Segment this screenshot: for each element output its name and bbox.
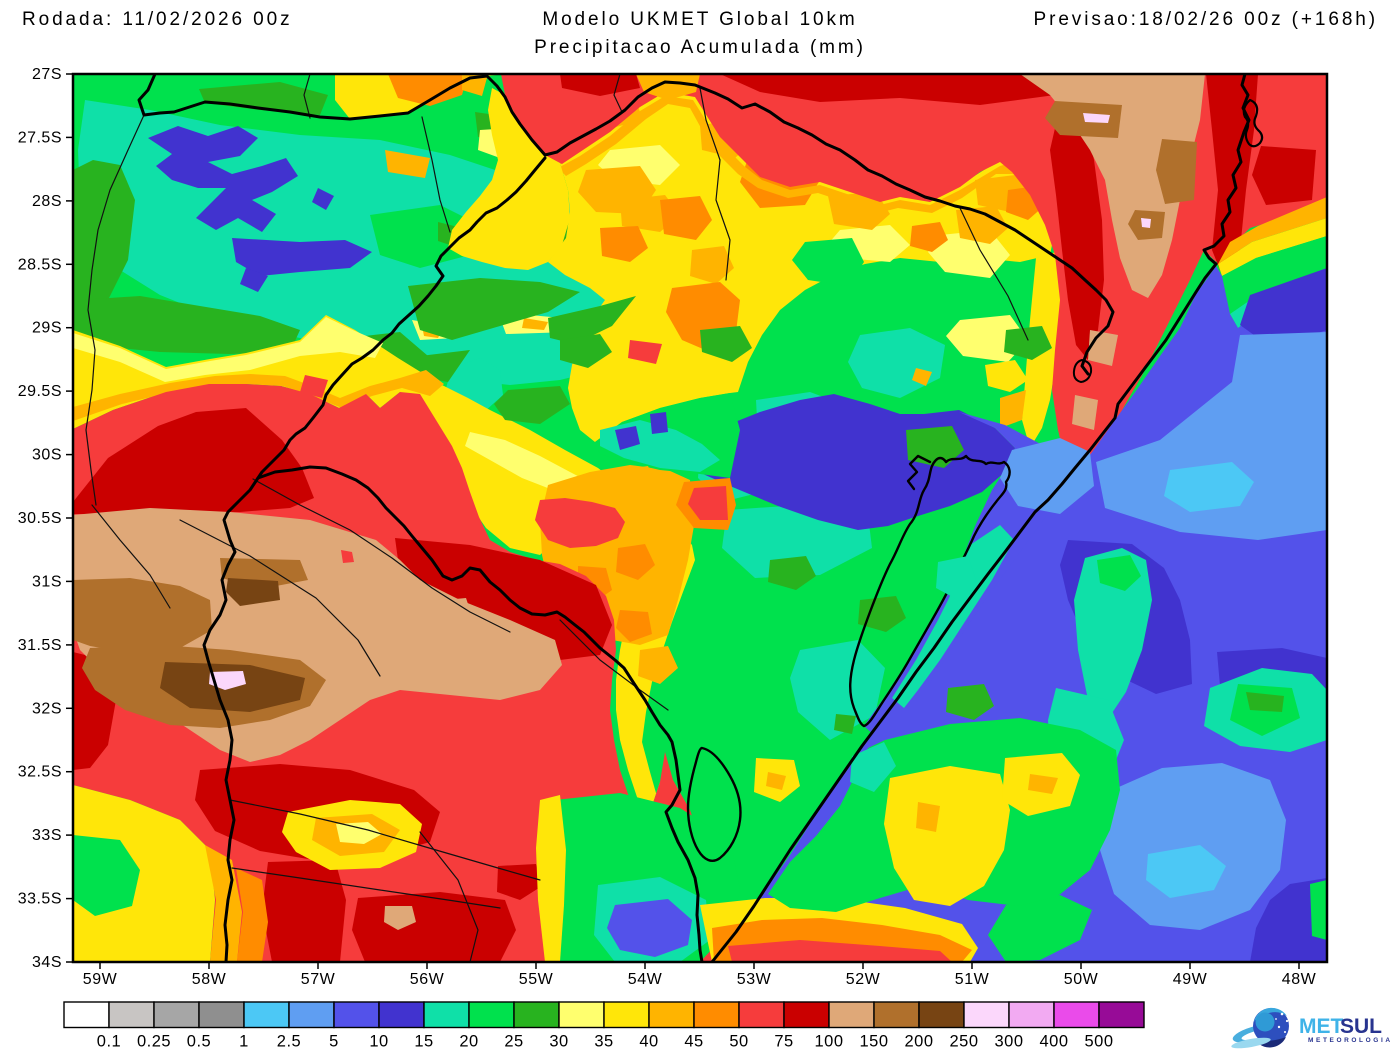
- svg-text:5: 5: [329, 1033, 339, 1051]
- svg-text:48W: 48W: [1282, 971, 1317, 988]
- svg-text:59W: 59W: [83, 971, 118, 988]
- svg-text:27S: 27S: [32, 66, 62, 83]
- svg-text:33.5S: 33.5S: [18, 891, 62, 908]
- svg-text:31S: 31S: [32, 573, 62, 590]
- svg-text:200: 200: [904, 1033, 933, 1051]
- svg-text:56W: 56W: [410, 971, 445, 988]
- svg-text:500: 500: [1084, 1033, 1113, 1051]
- svg-text:25: 25: [504, 1033, 523, 1051]
- svg-text:53W: 53W: [737, 971, 772, 988]
- svg-text:Previsao:18/02/26 00z (+168h): Previsao:18/02/26 00z (+168h): [1034, 9, 1378, 30]
- svg-text:50W: 50W: [1064, 971, 1099, 988]
- svg-text:20: 20: [459, 1033, 478, 1051]
- svg-text:300: 300: [994, 1033, 1023, 1051]
- svg-text:29S: 29S: [32, 320, 62, 337]
- svg-text:MET: MET: [1299, 1015, 1344, 1038]
- svg-text:SUL: SUL: [1340, 1015, 1382, 1038]
- svg-text:0.5: 0.5: [187, 1033, 211, 1051]
- svg-text:51W: 51W: [955, 971, 990, 988]
- svg-text:150: 150: [859, 1033, 888, 1051]
- svg-text:0.25: 0.25: [137, 1033, 171, 1051]
- svg-text:57W: 57W: [301, 971, 336, 988]
- svg-text:Precipitacao Acumulada (mm): Precipitacao Acumulada (mm): [534, 37, 866, 58]
- svg-text:29.5S: 29.5S: [18, 383, 62, 400]
- svg-text:34S: 34S: [32, 954, 62, 971]
- svg-text:400: 400: [1039, 1033, 1068, 1051]
- svg-text:Rodada: 11/02/2026 00z: Rodada: 11/02/2026 00z: [22, 9, 293, 30]
- svg-text:45: 45: [684, 1033, 703, 1051]
- svg-text:35: 35: [594, 1033, 613, 1051]
- svg-text:32.5S: 32.5S: [18, 764, 62, 781]
- svg-text:0.1: 0.1: [97, 1033, 121, 1051]
- svg-text:75: 75: [774, 1033, 793, 1051]
- svg-text:Modelo UKMET Global 10km: Modelo UKMET Global 10km: [542, 9, 857, 30]
- svg-text:30.5S: 30.5S: [18, 510, 62, 527]
- svg-text:32S: 32S: [32, 700, 62, 717]
- svg-text:28.5S: 28.5S: [18, 256, 62, 273]
- svg-text:2.5: 2.5: [277, 1033, 301, 1051]
- svg-text:58W: 58W: [192, 971, 227, 988]
- svg-text:49W: 49W: [1173, 971, 1208, 988]
- svg-text:10: 10: [369, 1033, 388, 1051]
- svg-text:1: 1: [239, 1033, 249, 1051]
- svg-text:15: 15: [414, 1033, 433, 1051]
- svg-text:250: 250: [949, 1033, 978, 1051]
- svg-text:30S: 30S: [32, 447, 62, 464]
- svg-text:31.5S: 31.5S: [18, 637, 62, 654]
- svg-text:100: 100: [814, 1033, 843, 1051]
- svg-text:27.5S: 27.5S: [18, 129, 62, 146]
- svg-text:50: 50: [729, 1033, 748, 1051]
- svg-text:METEOROLOGIA: METEOROLOGIA: [1308, 1037, 1393, 1044]
- svg-text:52W: 52W: [846, 971, 881, 988]
- svg-text:28S: 28S: [32, 193, 62, 210]
- svg-text:54W: 54W: [628, 971, 663, 988]
- svg-text:55W: 55W: [519, 971, 554, 988]
- svg-text:40: 40: [639, 1033, 658, 1051]
- svg-text:30: 30: [549, 1033, 568, 1051]
- svg-text:33S: 33S: [32, 827, 62, 844]
